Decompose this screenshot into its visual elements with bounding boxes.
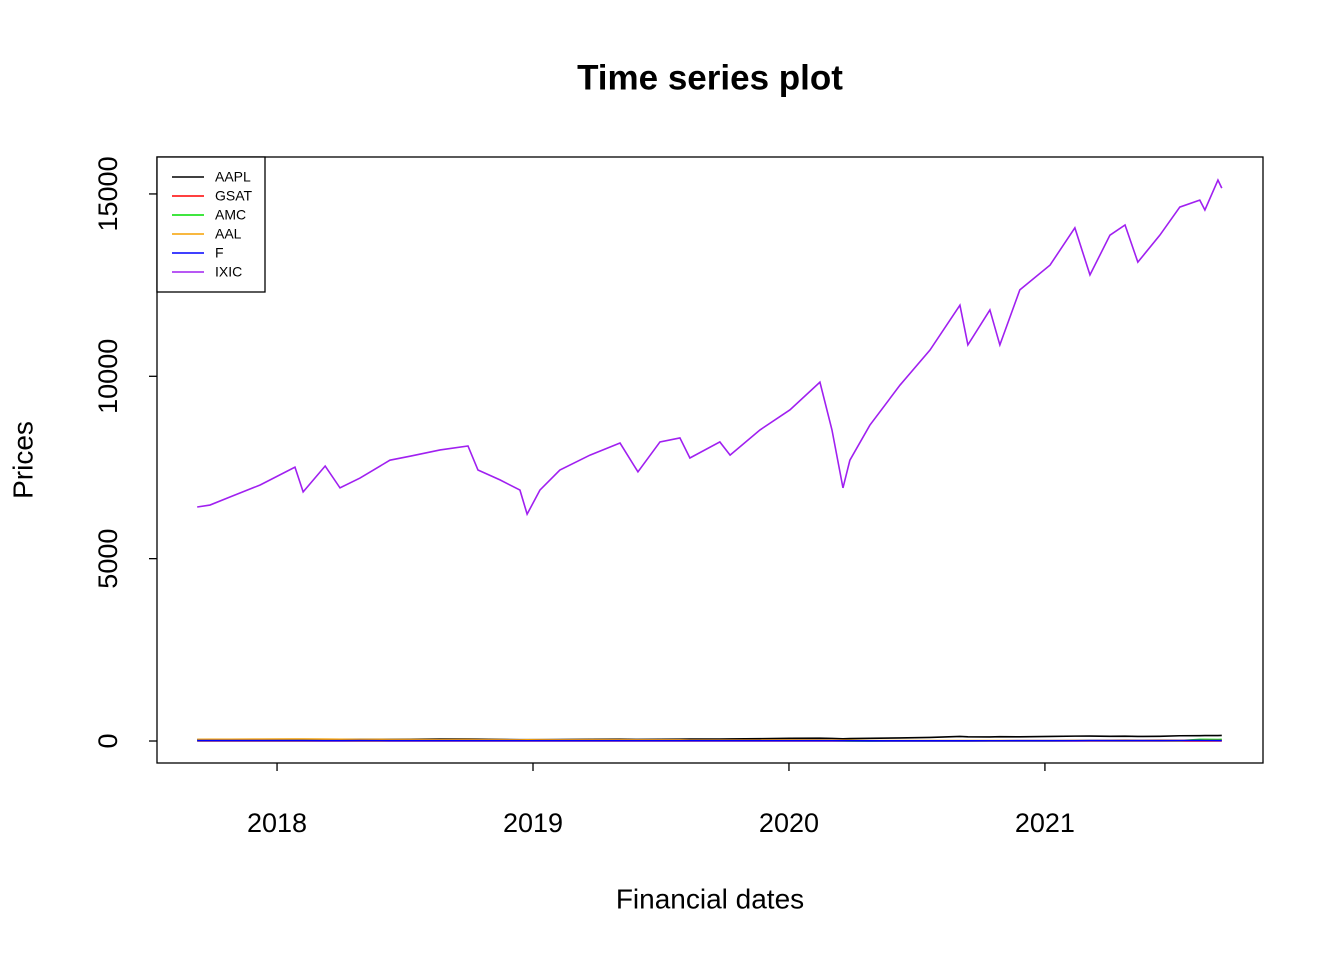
- y-tick-label: 10000: [93, 339, 123, 414]
- legend-box: [156, 156, 266, 293]
- series-line: [197, 178, 1223, 517]
- x-axis-label: Financial dates: [616, 883, 804, 914]
- y-tick-label: 15000: [93, 156, 123, 231]
- y-tick-label: 5000: [93, 529, 123, 589]
- x-tick-label: 2018: [247, 808, 307, 838]
- y-axis-label: Prices: [7, 421, 38, 499]
- x-tick-label: 2019: [503, 808, 563, 838]
- x-tick-label: 2021: [1015, 808, 1075, 838]
- legend-label: AAL: [215, 226, 242, 242]
- legend-label: GSAT: [215, 188, 253, 204]
- y-tick-label: 0: [93, 733, 123, 748]
- legend-label: AAPL: [215, 169, 251, 185]
- chart-title: Time series plot: [577, 58, 843, 97]
- legend-label: AMC: [215, 207, 246, 223]
- legend-label: IXIC: [215, 264, 242, 280]
- x-tick-label: 2020: [759, 808, 819, 838]
- legend-label: F: [215, 245, 224, 261]
- plot-frame: [156, 156, 1264, 764]
